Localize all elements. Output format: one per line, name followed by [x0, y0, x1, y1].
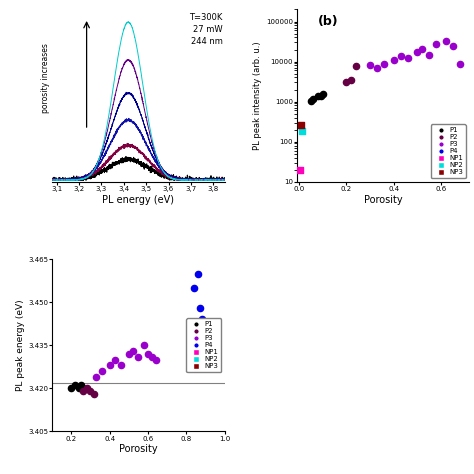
Point [343, 79, 350, 86]
Point [75, 384, 83, 392]
Point [152, 356, 159, 364]
Point [125, 350, 133, 358]
Point [319, 90, 327, 98]
Point [381, 61, 388, 68]
Point [418, 45, 426, 53]
Point [442, 37, 449, 45]
Point [310, 95, 317, 103]
Point [144, 350, 152, 358]
Point [79, 387, 87, 395]
Point [449, 43, 456, 50]
Point [307, 97, 315, 105]
Point [135, 353, 142, 361]
Point [194, 270, 201, 277]
Point [198, 316, 205, 323]
Point [106, 362, 113, 369]
Point [71, 382, 79, 389]
Point [297, 166, 304, 173]
Point [352, 62, 360, 70]
Point [347, 76, 355, 84]
Point [92, 373, 100, 381]
Point [374, 64, 381, 72]
Point [432, 40, 440, 47]
Point [83, 384, 91, 392]
Point [111, 356, 119, 364]
Text: T=300K
27 mW
244 nm: T=300K 27 mW 244 nm [190, 13, 223, 46]
Point [148, 353, 155, 361]
Point [190, 284, 198, 292]
Point [397, 52, 405, 60]
Point [77, 382, 85, 389]
Point [140, 341, 148, 349]
Text: (b): (b) [318, 15, 338, 27]
Point [425, 51, 433, 58]
Point [317, 92, 324, 100]
X-axis label: Porosity: Porosity [119, 444, 158, 454]
Point [87, 387, 94, 395]
Point [98, 367, 106, 375]
Point [404, 55, 411, 62]
Text: porosity increases: porosity increases [41, 44, 50, 113]
Point [456, 61, 464, 68]
Y-axis label: PL peak energy (eV): PL peak energy (eV) [16, 300, 25, 391]
Legend: P1, P2, P3, P4, NP1, NP2, NP3: P1, P2, P3, P4, NP1, NP2, NP3 [431, 124, 466, 178]
Point [366, 62, 374, 69]
Point [196, 304, 203, 312]
Point [413, 48, 421, 56]
X-axis label: PL energy (eV): PL energy (eV) [102, 195, 174, 205]
Point [91, 390, 98, 398]
Point [117, 362, 125, 369]
Point [297, 121, 305, 129]
Point [298, 128, 305, 135]
Point [129, 347, 137, 355]
Legend: P1, P2, P3, P4, NP1, NP2, NP3: P1, P2, P3, P4, NP1, NP2, NP3 [186, 319, 221, 372]
Y-axis label: PL peak intensity (arb. u.): PL peak intensity (arb. u.) [253, 41, 262, 150]
Point [390, 56, 398, 64]
Point [67, 384, 75, 392]
Point [201, 327, 209, 335]
Point [200, 321, 207, 329]
Point [79, 384, 87, 392]
X-axis label: Porosity: Porosity [364, 195, 402, 205]
Point [314, 92, 322, 100]
